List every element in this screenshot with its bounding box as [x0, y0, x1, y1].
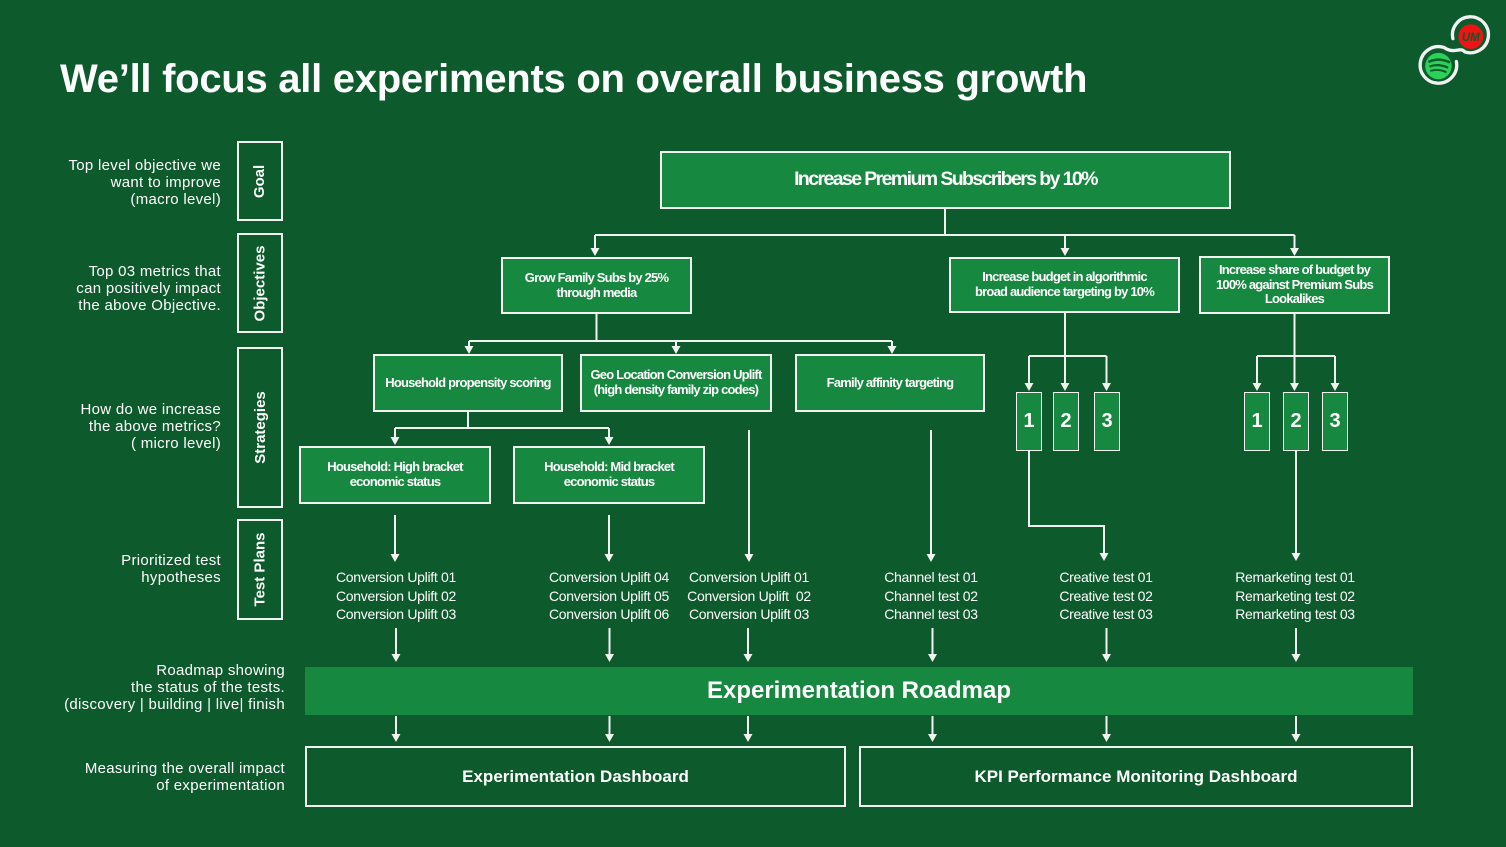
svg-text:UM: UM — [1462, 32, 1480, 44]
